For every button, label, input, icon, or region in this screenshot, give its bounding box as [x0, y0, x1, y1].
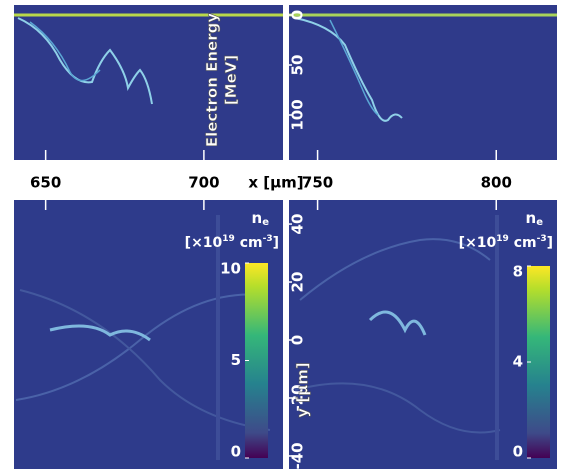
colorbar-units-sup: 19: [496, 234, 509, 244]
density-filament: [294, 382, 501, 434]
colorbar-tick-label: 8: [513, 263, 523, 281]
colorbar-units-sup: -3: [263, 234, 273, 244]
colorbar-units-text: ]: [273, 235, 279, 251]
density-filament: [299, 238, 491, 301]
colorbar-title-sub: e: [536, 217, 543, 228]
colorbar: [245, 263, 268, 458]
x-tick-label: 800: [481, 174, 512, 192]
colorbar: [527, 266, 550, 458]
colorbar-tick-label: 10: [220, 260, 241, 278]
colorbar-units-text: ]: [547, 235, 553, 251]
y-tick-label: 20: [289, 272, 307, 293]
colorbar-title-main: n: [252, 209, 263, 227]
map-features: [14, 13, 557, 460]
colorbar-units-text: [×10: [185, 235, 223, 251]
density-filament: [19, 289, 271, 431]
colorbar-tick-label: 4: [513, 353, 523, 371]
x-tick-label: 750: [302, 174, 333, 192]
electron-trace: [329, 19, 379, 116]
density-map-right: [289, 200, 557, 469]
y-tick-label: -40: [289, 442, 307, 469]
electron-trace: [17, 17, 153, 105]
colorbar-tick-label: 0: [231, 443, 241, 461]
energy-map-left: [14, 5, 283, 160]
y-tick-label: 0: [289, 335, 307, 345]
y-tick-label: 40: [289, 214, 307, 235]
colorbar-title-main: n: [526, 209, 537, 227]
y-axis-label: y [μm]: [294, 362, 312, 417]
x-axis-label: x [μm]: [248, 174, 303, 192]
colorbar-title-sub: e: [262, 217, 269, 228]
colorbar-units-text: [×10: [459, 235, 497, 251]
colorbar-tick-label: 0: [513, 443, 523, 461]
colorbar-units-sup: -3: [537, 234, 547, 244]
density-filament: [15, 293, 261, 401]
y-axis-label: Electron Energy: [203, 13, 221, 147]
colorbar-units-sup: 19: [222, 234, 235, 244]
electron-trace: [294, 17, 403, 122]
y-tick-label: 100: [289, 99, 307, 130]
colorbar-units: [×1019 cm-3]: [185, 234, 279, 252]
density-clump: [49, 324, 151, 342]
x-tick-label: 650: [30, 174, 61, 192]
panels: [14, 5, 557, 469]
colorbar-title: ne: [252, 209, 270, 229]
colorbar-units-text: cm: [509, 235, 537, 251]
y-axis-label: [MeV]: [222, 55, 240, 105]
x-tick-label: 700: [188, 174, 219, 192]
energy-map-right: [289, 5, 557, 160]
electron-trace: [29, 21, 101, 82]
colorbar-tick-label: 5: [231, 351, 241, 369]
colorbar-units-text: cm: [235, 235, 263, 251]
colorbar-title: ne: [526, 209, 544, 229]
density-clump: [368, 310, 427, 336]
y-tick-label: 50: [289, 55, 307, 76]
y-tick-label: 0: [289, 10, 307, 20]
y-tick-label: -20: [289, 384, 307, 411]
colorbar-units: [×1019 cm-3]: [459, 234, 553, 252]
